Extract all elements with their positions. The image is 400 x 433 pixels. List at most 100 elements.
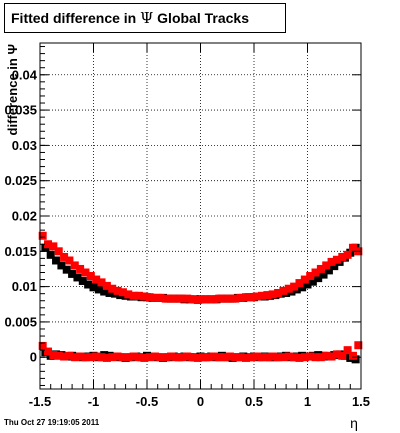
data-point xyxy=(258,353,267,362)
data-point xyxy=(258,291,267,300)
data-point xyxy=(118,288,127,297)
data-point xyxy=(241,293,250,302)
data-point xyxy=(140,292,149,301)
data-markers xyxy=(38,231,363,364)
data-point xyxy=(113,352,122,361)
data-point xyxy=(129,291,138,300)
data-point xyxy=(134,353,143,362)
data-point xyxy=(76,264,85,273)
data-point xyxy=(338,351,347,360)
data-point xyxy=(348,243,357,252)
data-point xyxy=(247,293,256,302)
x-tick-label: 0.5 xyxy=(245,394,263,409)
title-prefix: Fitted difference in xyxy=(11,10,137,26)
data-point xyxy=(268,352,277,361)
data-point xyxy=(188,295,197,304)
data-point xyxy=(129,352,138,361)
data-point xyxy=(140,353,149,362)
data-point xyxy=(247,353,256,362)
data-point xyxy=(177,353,186,362)
data-point xyxy=(54,247,63,256)
data-point xyxy=(70,261,79,270)
x-tick-label: 0 xyxy=(197,394,204,409)
data-point xyxy=(274,288,283,297)
data-point xyxy=(145,353,154,362)
data-point xyxy=(86,353,95,362)
x-tick-label: 1 xyxy=(304,394,311,409)
data-point xyxy=(151,293,160,302)
data-point xyxy=(220,294,229,303)
data-point xyxy=(156,353,165,362)
data-point xyxy=(183,352,192,361)
data-point xyxy=(314,274,323,283)
data-point xyxy=(57,261,66,270)
data-point xyxy=(70,353,79,362)
data-point xyxy=(343,346,352,355)
data-point xyxy=(44,240,53,249)
data-point xyxy=(92,275,101,284)
data-point xyxy=(167,352,176,361)
data-point xyxy=(46,250,55,259)
data-point xyxy=(124,290,133,299)
x-tick-label: 1.5 xyxy=(352,394,370,409)
data-point xyxy=(343,250,352,259)
data-point xyxy=(322,261,331,270)
data-point xyxy=(62,265,71,274)
title-suffix: Global Tracks xyxy=(157,10,249,26)
data-point xyxy=(167,294,176,303)
x-tick-label: -1 xyxy=(88,394,100,409)
data-point xyxy=(183,294,192,303)
data-point xyxy=(306,352,315,361)
data-point xyxy=(300,353,309,362)
x-tick-label: -0.5 xyxy=(136,394,158,409)
data-point xyxy=(84,280,93,289)
data-point xyxy=(316,264,325,273)
series-1 xyxy=(38,231,363,305)
data-point xyxy=(118,353,127,362)
data-point xyxy=(231,294,240,303)
data-point xyxy=(225,294,234,303)
data-point xyxy=(78,276,87,285)
data-point xyxy=(300,275,309,284)
data-point xyxy=(263,291,272,300)
data-point xyxy=(156,293,165,302)
data-point xyxy=(151,352,160,361)
y-axis-label: difference in Ψ xyxy=(5,44,20,135)
data-point xyxy=(49,351,58,360)
data-point xyxy=(161,353,170,362)
data-point xyxy=(284,352,293,361)
data-point xyxy=(193,353,202,362)
x-tick-label: -1.5 xyxy=(29,394,51,409)
data-point xyxy=(327,257,336,266)
grid-lines xyxy=(39,43,362,389)
data-point xyxy=(215,294,224,303)
data-point xyxy=(324,266,333,275)
data-point xyxy=(263,353,272,362)
data-point xyxy=(295,279,304,288)
data-point xyxy=(268,290,277,299)
y-tick-label: 0.005 xyxy=(4,314,37,329)
data-point xyxy=(65,256,74,265)
data-point xyxy=(252,352,261,361)
data-point xyxy=(92,352,101,361)
data-point xyxy=(100,287,109,296)
data-point xyxy=(241,353,250,362)
axis-tick-labels: -1.5 -1 -0.5 0 0.5 1 1.5 0 0.005 0.01 0.015 0.02 0.0… xyxy=(4,67,370,409)
data-point xyxy=(220,353,229,362)
data-point xyxy=(231,353,240,362)
data-point xyxy=(97,353,106,362)
data-point xyxy=(311,353,320,362)
data-point xyxy=(60,252,69,261)
data-point xyxy=(199,295,208,304)
data-point xyxy=(290,353,299,362)
y-tick-label: 0.01 xyxy=(12,279,37,294)
y-tick-label: 0.03 xyxy=(12,138,37,153)
chart-title: Fitted difference in Ψ Global Tracks xyxy=(4,3,286,33)
timestamp: Thu Oct 27 19:19:05 2011 xyxy=(4,418,100,427)
data-point xyxy=(172,353,181,362)
data-point xyxy=(38,231,47,240)
data-point xyxy=(306,272,315,281)
data-point xyxy=(316,353,325,362)
data-point xyxy=(54,351,63,360)
data-point xyxy=(209,295,218,304)
